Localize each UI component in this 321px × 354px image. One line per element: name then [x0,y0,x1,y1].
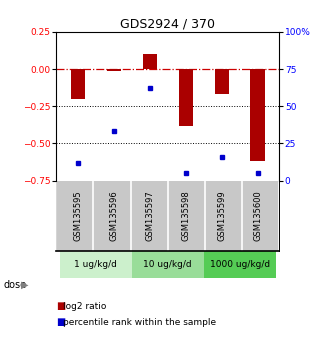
Text: GSM135595: GSM135595 [73,190,82,241]
Bar [71,69,85,99]
Bar [250,69,265,161]
Text: dose: dose [3,280,26,290]
Bar [204,251,276,278]
Bar [143,54,157,69]
Text: 1 ug/kg/d: 1 ug/kg/d [74,260,117,269]
Text: ▶: ▶ [21,280,28,290]
Bar [60,251,132,278]
Bar [132,251,204,278]
Text: percentile rank within the sample: percentile rank within the sample [63,318,216,327]
Text: 1000 ug/kg/d: 1000 ug/kg/d [210,260,270,269]
Text: GSM135597: GSM135597 [145,190,154,241]
Text: ■: ■ [56,301,65,311]
Text: 10 ug/kg/d: 10 ug/kg/d [143,260,192,269]
Text: GSM135596: GSM135596 [109,190,118,241]
Text: ■: ■ [56,317,65,327]
Text: log2 ratio: log2 ratio [63,302,106,311]
Text: GSM135598: GSM135598 [181,190,190,241]
Bar [107,69,121,70]
Text: GSM135599: GSM135599 [217,190,226,241]
Text: GSM135600: GSM135600 [253,190,262,241]
Title: GDS2924 / 370: GDS2924 / 370 [120,18,215,31]
Bar [214,69,229,94]
Bar [178,69,193,126]
